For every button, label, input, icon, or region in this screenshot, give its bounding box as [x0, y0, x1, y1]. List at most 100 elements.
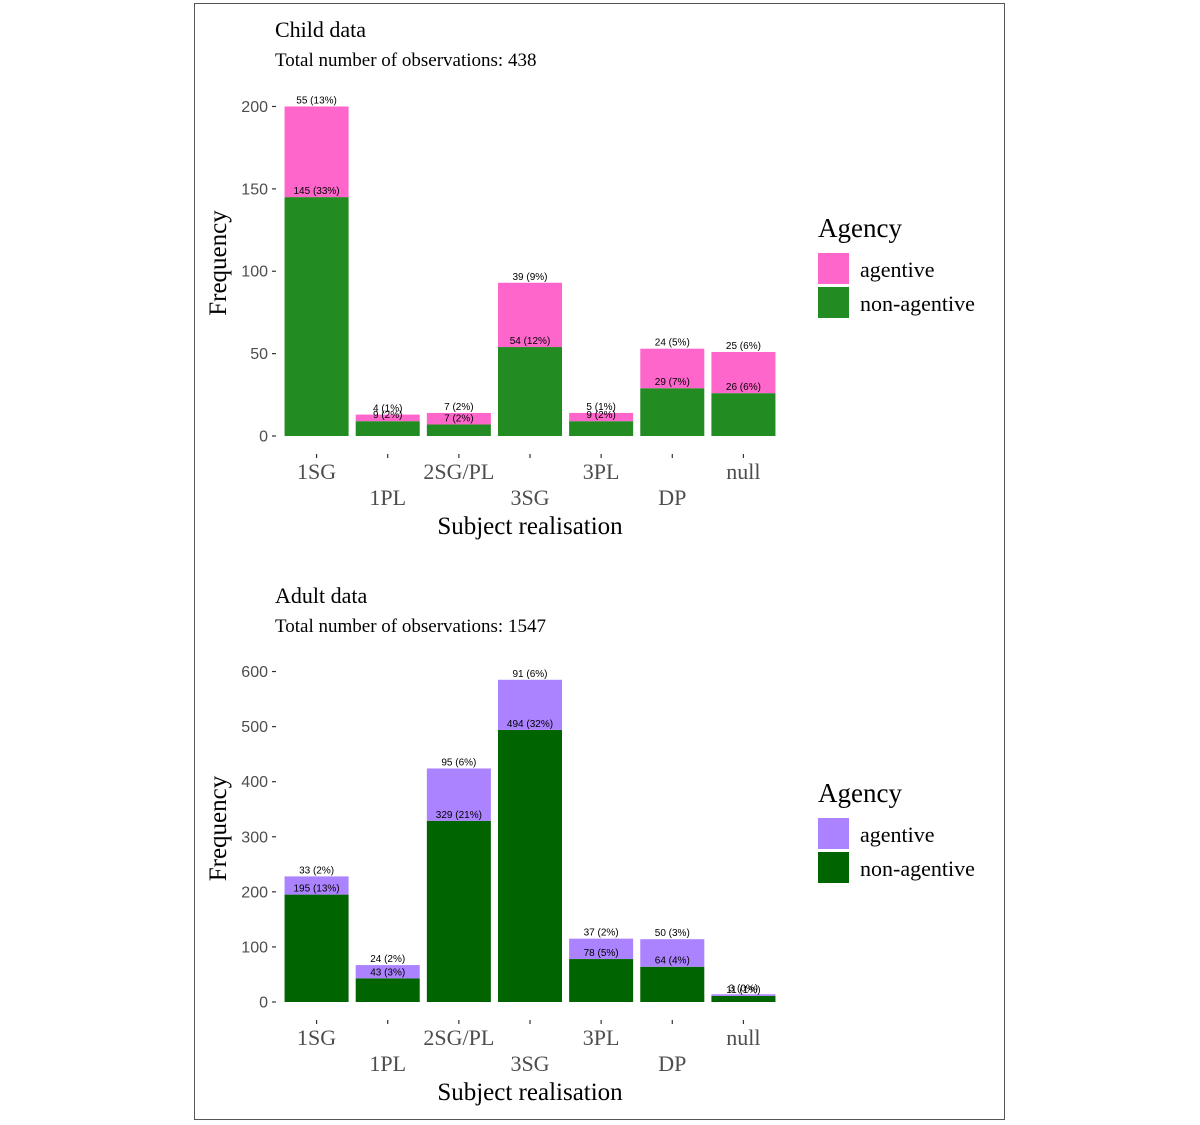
data-label: 39 (9%) — [512, 272, 547, 283]
x-tick-label: 3SG — [510, 485, 549, 510]
x-tick-label: 3SG — [510, 1051, 549, 1076]
bar-nonagentive-4 — [569, 959, 634, 1002]
legend-title: Agency — [818, 778, 902, 808]
bar-agentive-0 — [284, 106, 349, 198]
figure-frame — [194, 3, 1005, 1120]
bar-agentive-0 — [284, 876, 349, 895]
y-tick-label: 600 — [241, 664, 268, 681]
chart-panel-0: Child data Total number of observations: … — [205, 17, 975, 540]
bar-agentive-4 — [569, 938, 634, 960]
x-tick-label: 3PL — [583, 1025, 620, 1050]
x-tick-label: 3PL — [583, 459, 620, 484]
bar-nonagentive-5 — [640, 966, 705, 1002]
x-tick-label: 1SG — [297, 1025, 336, 1050]
chart-subtitle: Total number of observations: 438 — [275, 50, 536, 71]
data-label: 91 (6%) — [512, 669, 547, 680]
legend-title: Agency — [818, 213, 902, 243]
data-label: 43 (3%) — [370, 967, 405, 978]
bar-nonagentive-1 — [355, 421, 420, 436]
bar-agentive-1 — [355, 965, 420, 979]
bar-nonagentive-3 — [497, 729, 563, 1002]
data-label: 7 (2%) — [444, 413, 473, 424]
data-label: 26 (6%) — [726, 382, 761, 393]
data-label: 25 (6%) — [726, 341, 761, 352]
y-tick-label: 150 — [241, 181, 268, 198]
y-tick-label: 0 — [259, 995, 268, 1012]
data-label: 54 (12%) — [510, 336, 551, 347]
chart-panel-1: Adult data Total number of observations: … — [205, 583, 975, 1106]
data-label: 78 (5%) — [584, 948, 619, 959]
data-label: 329 (21%) — [436, 810, 482, 821]
data-label: 5 (1%) — [586, 402, 615, 413]
legend-label: non-agentive — [860, 291, 975, 316]
data-label: 95 (6%) — [441, 757, 476, 768]
bar-agentive-2 — [426, 768, 491, 821]
bar-nonagentive-6 — [711, 393, 776, 436]
y-tick-label: 500 — [241, 719, 268, 736]
x-tick-label: DP — [658, 1051, 686, 1076]
data-label: 29 (7%) — [655, 377, 690, 388]
data-label: 55 (13%) — [296, 95, 337, 106]
x-tick-label: 1PL — [369, 485, 406, 510]
legend-label: agentive — [860, 822, 935, 847]
y-tick-label: 300 — [241, 829, 268, 846]
y-tick-label: 200 — [241, 99, 268, 116]
bar-agentive-3 — [497, 282, 563, 348]
y-tick-label: 50 — [250, 346, 268, 363]
bar-agentive-6 — [711, 351, 776, 394]
data-label: 195 (13%) — [294, 884, 340, 895]
bar-agentive-5 — [640, 348, 705, 389]
bar-nonagentive-0 — [284, 894, 349, 1002]
data-label: 494 (32%) — [507, 719, 553, 730]
bar-nonagentive-3 — [497, 347, 563, 436]
data-label: 145 (33%) — [294, 186, 340, 197]
x-tick-label: null — [726, 1025, 760, 1050]
y-axis-title: Frequency — [205, 210, 232, 316]
legend-swatch-agentive — [818, 253, 849, 284]
chart-title: Child data — [275, 17, 366, 42]
y-axis-title: Frequency — [205, 775, 232, 881]
bar-agentive-3 — [497, 679, 563, 730]
data-label: 24 (5%) — [655, 338, 690, 349]
y-tick-label: 100 — [241, 264, 268, 281]
data-label: 37 (2%) — [584, 928, 619, 939]
x-axis-title: Subject realisation — [437, 1079, 623, 1106]
bar-nonagentive-5 — [640, 388, 705, 436]
legend-swatch-agentive — [818, 818, 849, 849]
chart-title: Adult data — [275, 583, 367, 608]
y-tick-label: 100 — [241, 939, 268, 956]
legend-label: non-agentive — [860, 856, 975, 881]
chart-subtitle: Total number of observations: 1547 — [275, 616, 546, 637]
legend-label: agentive — [860, 257, 935, 282]
data-label: 50 (3%) — [655, 928, 690, 939]
y-tick-label: 200 — [241, 884, 268, 901]
bar-agentive-4 — [569, 412, 634, 422]
data-label: 3 (0%) — [729, 983, 758, 994]
x-tick-label: 1SG — [297, 459, 336, 484]
y-tick-label: 400 — [241, 774, 268, 791]
bar-agentive-2 — [426, 412, 491, 425]
x-tick-label: 1PL — [369, 1051, 406, 1076]
bar-agentive-6 — [711, 994, 776, 996]
bar-nonagentive-2 — [426, 424, 491, 436]
bar-nonagentive-2 — [426, 820, 491, 1002]
data-label: 24 (2%) — [370, 954, 405, 965]
bar-nonagentive-1 — [355, 978, 420, 1002]
x-tick-label: DP — [658, 485, 686, 510]
x-tick-label: 2SG/PL — [423, 1025, 494, 1050]
bar-nonagentive-6 — [711, 995, 776, 1002]
data-label: 9 (2%) — [586, 410, 615, 421]
bar-agentive-5 — [640, 939, 705, 967]
legend-swatch-non-agentive — [818, 287, 849, 318]
data-label: 9 (2%) — [373, 410, 402, 421]
bar-nonagentive-0 — [284, 197, 349, 436]
bar-agentive-1 — [355, 414, 420, 422]
data-label: 7 (2%) — [444, 402, 473, 413]
data-label: 64 (4%) — [655, 956, 690, 967]
legend-swatch-non-agentive — [818, 852, 849, 883]
data-label: 11 (1%) — [726, 985, 760, 996]
x-tick-label: 2SG/PL — [423, 459, 494, 484]
y-tick-label: 0 — [259, 429, 268, 446]
data-label: 33 (2%) — [299, 865, 334, 876]
